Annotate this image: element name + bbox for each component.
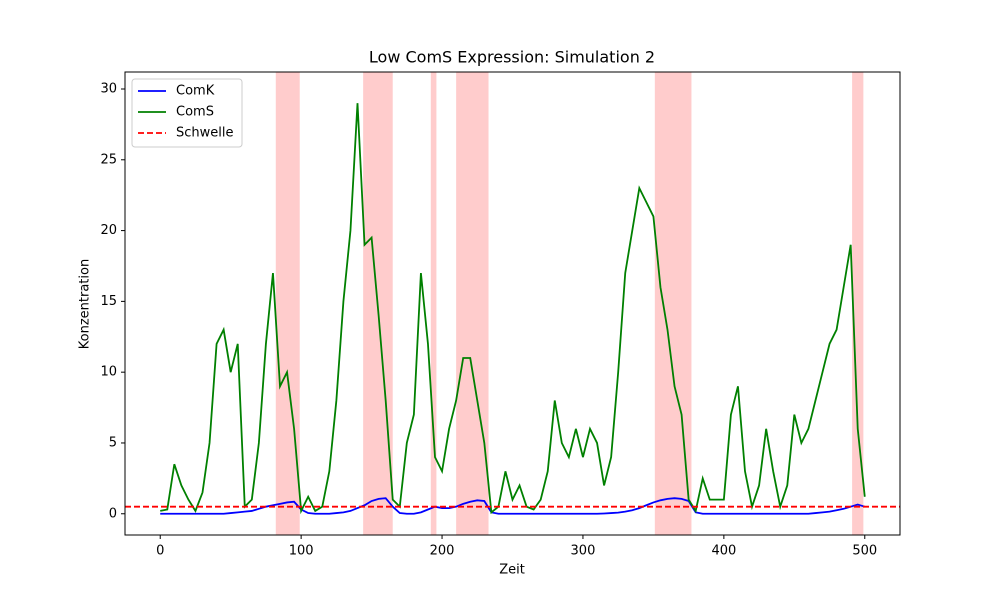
- legend-label: ComK: [176, 84, 215, 99]
- y-tick-label: 10: [100, 365, 117, 380]
- y-tick-label: 20: [100, 223, 117, 238]
- series-line: [160, 497, 866, 515]
- chart-title: Low ComS Expression: Simulation 2: [369, 48, 655, 67]
- y-tick-label: 30: [100, 81, 117, 96]
- y-axis-label: Konzentration: [78, 259, 93, 349]
- y-tick-label: 25: [100, 152, 117, 167]
- series-line: [160, 103, 866, 515]
- highlight-span: [275, 72, 300, 535]
- highlight-span: [430, 72, 437, 535]
- highlight-span: [852, 72, 864, 535]
- x-tick-label: 300: [571, 544, 596, 559]
- x-tick-label: 100: [289, 544, 314, 559]
- legend-label: ComS: [176, 105, 214, 120]
- y-tick-label: 15: [100, 294, 117, 309]
- x-tick-label: 500: [852, 544, 877, 559]
- legend-label: Schwelle: [176, 126, 234, 141]
- x-tick-label: 200: [430, 544, 455, 559]
- x-tick-label: 0: [156, 544, 164, 559]
- x-axis-label: Zeit: [499, 563, 525, 578]
- legend-box: [131, 78, 243, 148]
- plot-frame: [124, 71, 901, 536]
- highlight-span: [456, 72, 489, 535]
- y-tick-label: 0: [109, 506, 117, 521]
- x-tick-label: 400: [711, 544, 736, 559]
- y-tick-label: 5: [109, 435, 117, 450]
